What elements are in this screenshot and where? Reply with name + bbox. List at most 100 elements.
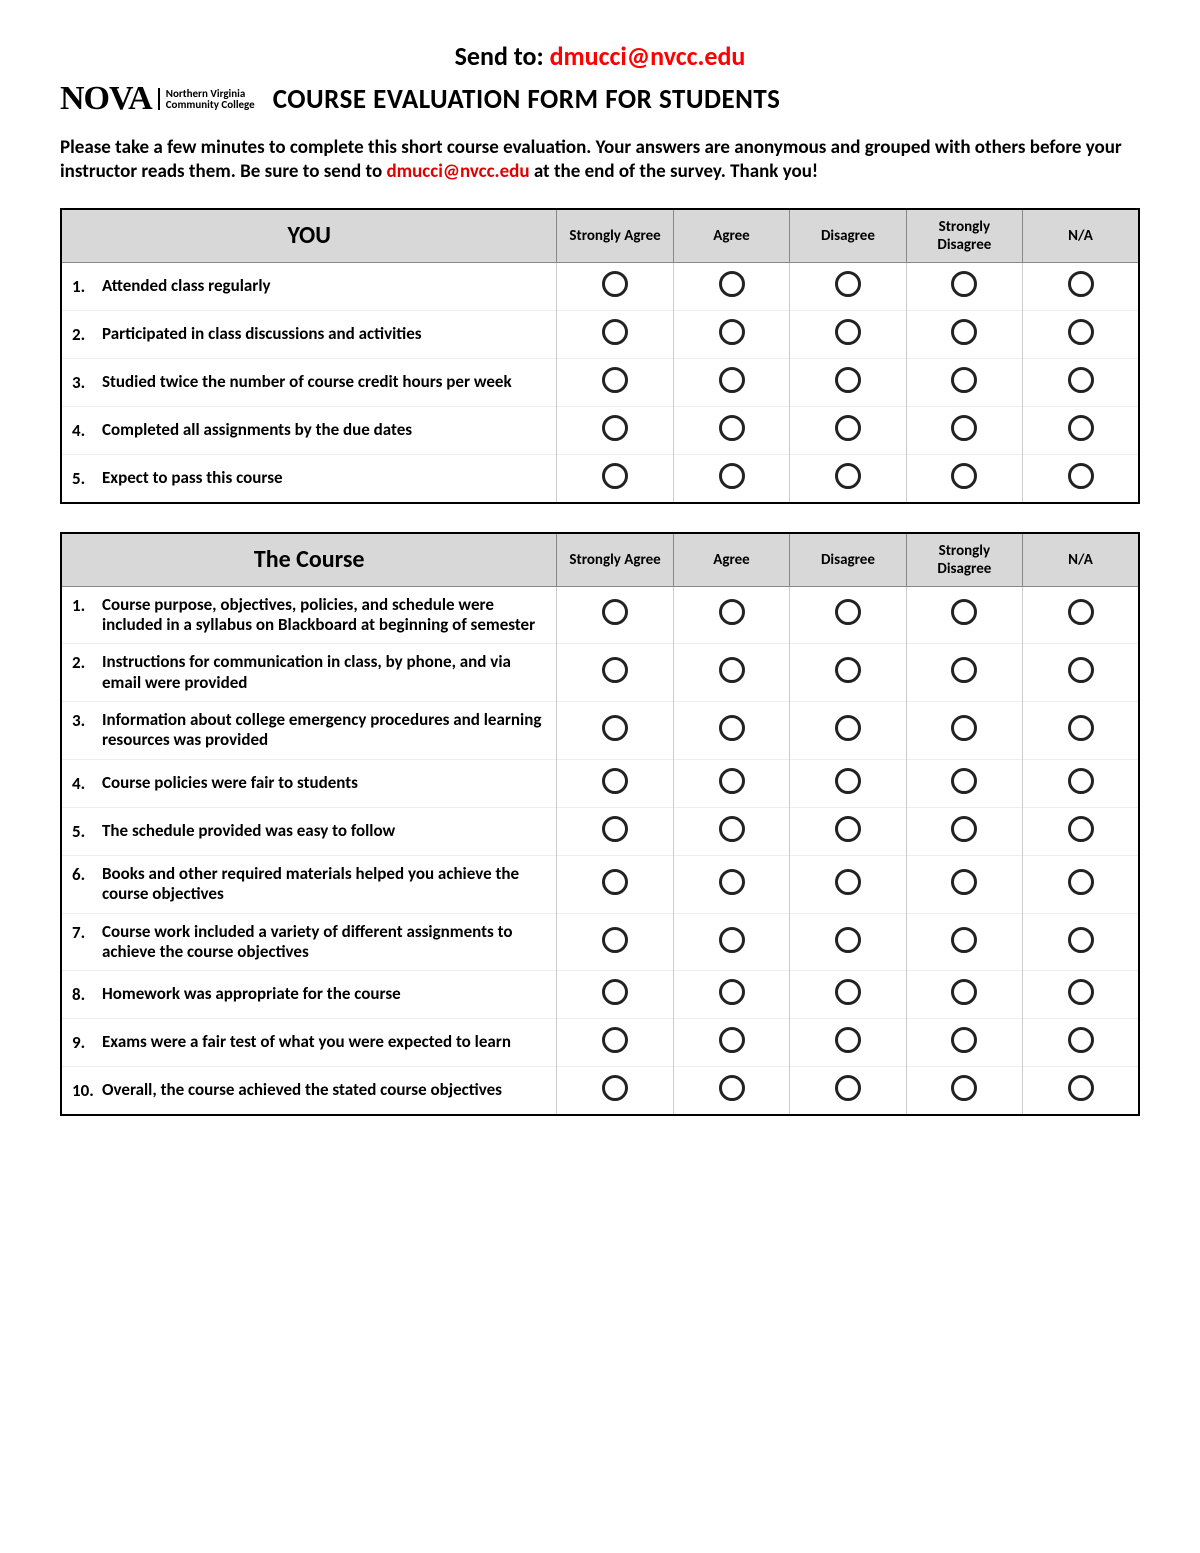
- radio-option[interactable]: [1068, 657, 1094, 683]
- radio-option[interactable]: [1068, 1075, 1094, 1101]
- radio-option[interactable]: [1068, 979, 1094, 1005]
- radio-option[interactable]: [835, 715, 861, 741]
- question-row: 10.Overall, the course achieved the stat…: [61, 1067, 1139, 1116]
- rating-cell: [1023, 807, 1139, 855]
- question-number: 5.: [72, 821, 94, 842]
- rating-header-0: Strongly Agree: [557, 533, 673, 587]
- radio-option[interactable]: [602, 367, 628, 393]
- radio-option[interactable]: [1068, 367, 1094, 393]
- radio-option[interactable]: [1068, 715, 1094, 741]
- rating-cell: [673, 971, 789, 1019]
- radio-option[interactable]: [719, 271, 745, 297]
- radio-option[interactable]: [719, 415, 745, 441]
- radio-option[interactable]: [602, 768, 628, 794]
- radio-option[interactable]: [951, 319, 977, 345]
- radio-option[interactable]: [951, 415, 977, 441]
- radio-option[interactable]: [719, 1027, 745, 1053]
- radio-option[interactable]: [835, 927, 861, 953]
- radio-option[interactable]: [835, 367, 861, 393]
- radio-option[interactable]: [719, 367, 745, 393]
- radio-option[interactable]: [835, 1075, 861, 1101]
- rating-header-4: N/A: [1023, 209, 1139, 263]
- radio-option[interactable]: [602, 927, 628, 953]
- radio-option[interactable]: [951, 1075, 977, 1101]
- radio-option[interactable]: [951, 657, 977, 683]
- question-text: 9.Exams were a fair test of what you wer…: [61, 1019, 557, 1067]
- radio-option[interactable]: [719, 463, 745, 489]
- radio-option[interactable]: [719, 979, 745, 1005]
- radio-option[interactable]: [835, 599, 861, 625]
- radio-option[interactable]: [1068, 415, 1094, 441]
- radio-option[interactable]: [951, 1027, 977, 1053]
- rating-cell: [557, 855, 673, 913]
- radio-option[interactable]: [1068, 927, 1094, 953]
- radio-option[interactable]: [602, 271, 628, 297]
- rating-cell: [557, 454, 673, 503]
- radio-option[interactable]: [951, 367, 977, 393]
- radio-option[interactable]: [602, 657, 628, 683]
- question-text: 7.Course work included a variety of diff…: [61, 913, 557, 971]
- question-number: 2.: [72, 324, 94, 345]
- radio-option[interactable]: [719, 927, 745, 953]
- radio-option[interactable]: [1068, 319, 1094, 345]
- radio-option[interactable]: [835, 979, 861, 1005]
- radio-option[interactable]: [602, 599, 628, 625]
- question-label: Expect to pass this course: [102, 468, 550, 489]
- radio-option[interactable]: [1068, 869, 1094, 895]
- radio-option[interactable]: [602, 979, 628, 1005]
- radio-option[interactable]: [602, 1027, 628, 1053]
- radio-option[interactable]: [602, 415, 628, 441]
- radio-option[interactable]: [951, 768, 977, 794]
- radio-option[interactable]: [835, 415, 861, 441]
- rating-cell: [1023, 913, 1139, 971]
- radio-option[interactable]: [1068, 768, 1094, 794]
- radio-option[interactable]: [951, 869, 977, 895]
- radio-option[interactable]: [835, 657, 861, 683]
- radio-option[interactable]: [719, 1075, 745, 1101]
- radio-option[interactable]: [719, 319, 745, 345]
- radio-option[interactable]: [719, 715, 745, 741]
- rating-cell: [673, 1067, 789, 1116]
- radio-option[interactable]: [835, 463, 861, 489]
- survey-section-0: YOUStrongly AgreeAgreeDisagreeStrongly D…: [60, 208, 1140, 504]
- radio-option[interactable]: [719, 599, 745, 625]
- radio-option[interactable]: [719, 657, 745, 683]
- radio-option[interactable]: [835, 869, 861, 895]
- radio-option[interactable]: [835, 319, 861, 345]
- radio-option[interactable]: [951, 816, 977, 842]
- radio-option[interactable]: [602, 715, 628, 741]
- radio-option[interactable]: [719, 869, 745, 895]
- radio-option[interactable]: [719, 816, 745, 842]
- rating-cell: [790, 1019, 906, 1067]
- question-number: 6.: [72, 864, 94, 905]
- radio-option[interactable]: [1068, 463, 1094, 489]
- radio-option[interactable]: [719, 768, 745, 794]
- rating-cell: [1023, 644, 1139, 702]
- radio-option[interactable]: [951, 463, 977, 489]
- radio-option[interactable]: [835, 271, 861, 297]
- radio-option[interactable]: [835, 1027, 861, 1053]
- radio-option[interactable]: [951, 599, 977, 625]
- radio-option[interactable]: [835, 768, 861, 794]
- radio-option[interactable]: [602, 319, 628, 345]
- section-title: The Course: [61, 533, 557, 587]
- question-row: 2.Participated in class discussions and …: [61, 310, 1139, 358]
- rating-cell: [673, 406, 789, 454]
- rating-cell: [1023, 1067, 1139, 1116]
- radio-option[interactable]: [602, 816, 628, 842]
- radio-option[interactable]: [602, 463, 628, 489]
- rating-cell: [906, 855, 1022, 913]
- radio-option[interactable]: [951, 927, 977, 953]
- radio-option[interactable]: [951, 715, 977, 741]
- question-text: 1.Attended class regularly: [61, 262, 557, 310]
- radio-option[interactable]: [602, 1075, 628, 1101]
- radio-option[interactable]: [1068, 1027, 1094, 1053]
- rating-cell: [673, 913, 789, 971]
- radio-option[interactable]: [1068, 271, 1094, 297]
- radio-option[interactable]: [1068, 599, 1094, 625]
- radio-option[interactable]: [951, 979, 977, 1005]
- radio-option[interactable]: [951, 271, 977, 297]
- radio-option[interactable]: [1068, 816, 1094, 842]
- radio-option[interactable]: [602, 869, 628, 895]
- radio-option[interactable]: [835, 816, 861, 842]
